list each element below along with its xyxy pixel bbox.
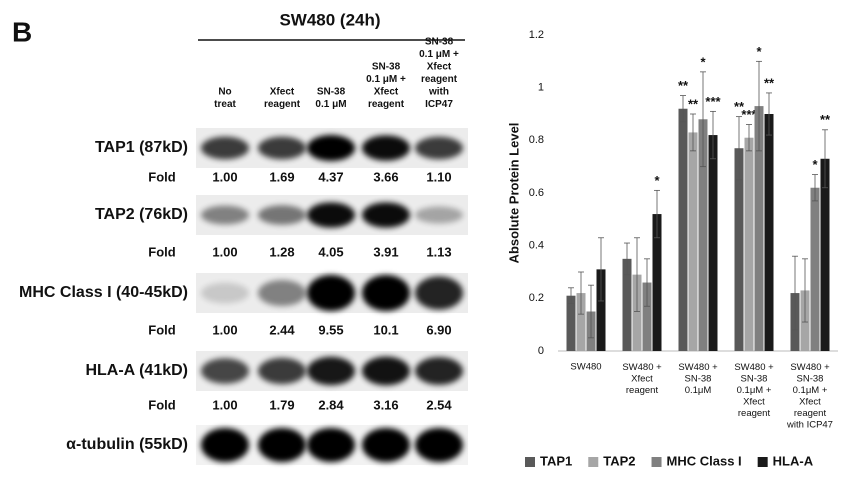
band — [362, 202, 410, 227]
significance: * — [756, 44, 762, 59]
fold-value: 1.00 — [212, 322, 237, 337]
panel-label: B — [12, 16, 32, 47]
fold-value: 6.90 — [426, 322, 451, 337]
figure: B SW480 (24h) Notreat Xfectreagent SN-380.… — [0, 0, 843, 481]
legend-swatch — [525, 457, 535, 467]
y-tick-label: 0.4 — [529, 240, 544, 252]
fold-value: 10.1 — [373, 322, 398, 337]
legend-swatch — [758, 457, 768, 467]
band — [258, 205, 306, 225]
fold-value: 1.13 — [426, 244, 451, 259]
band — [201, 283, 249, 304]
band — [415, 207, 463, 224]
band — [362, 275, 410, 311]
band — [307, 135, 355, 161]
fold-value: 1.00 — [212, 244, 237, 259]
legend-swatch — [652, 457, 662, 467]
significance: * — [812, 157, 818, 172]
band — [307, 202, 355, 227]
band — [258, 428, 306, 462]
significance: *** — [705, 94, 721, 109]
legend-label: TAP2 — [603, 453, 635, 468]
legend-label: MHC Class I — [667, 453, 742, 468]
y-tick-label: 0.8 — [529, 134, 544, 146]
band — [201, 137, 249, 160]
band — [415, 137, 463, 160]
x-tick-label: SW480 — [570, 362, 601, 373]
fold-value: 4.05 — [318, 244, 343, 259]
band — [307, 275, 355, 311]
y-tick-label: 1.2 — [529, 29, 544, 41]
fold-value: 1.00 — [212, 397, 237, 412]
significance: ** — [678, 78, 689, 93]
row-label: HLA-A (41kD) — [85, 362, 188, 379]
fold-value: 4.37 — [318, 169, 343, 184]
band — [362, 357, 410, 386]
fold-value: 3.91 — [373, 244, 398, 259]
fold-label: Fold — [148, 244, 175, 259]
band — [415, 357, 463, 385]
legend-label: TAP1 — [540, 453, 572, 468]
band — [201, 206, 249, 225]
fold-value: 1.00 — [212, 169, 237, 184]
band — [258, 358, 306, 384]
band — [307, 428, 355, 462]
legend-label: HLA-A — [773, 453, 814, 468]
bar — [679, 109, 688, 351]
band — [362, 135, 410, 160]
fold-value: 3.16 — [373, 397, 398, 412]
significance: ** — [688, 96, 699, 111]
fold-label: Fold — [148, 397, 175, 412]
band — [201, 428, 249, 462]
legend-swatch — [588, 457, 598, 467]
band — [258, 137, 306, 160]
blot-header: SW480 (24h) — [279, 10, 380, 29]
fold-value: 2.54 — [426, 397, 452, 412]
fold-value: 1.28 — [269, 244, 294, 259]
y-tick-label: 0 — [538, 345, 544, 357]
bar — [811, 188, 820, 351]
band — [307, 357, 355, 386]
y-tick-label: 0.6 — [529, 187, 544, 199]
significance: * — [654, 173, 660, 188]
fold-value: 1.10 — [426, 169, 451, 184]
significance: * — [700, 54, 706, 69]
bar — [745, 138, 754, 351]
fold-label: Fold — [148, 169, 175, 184]
bar — [765, 114, 774, 351]
fold-value: 1.79 — [269, 397, 294, 412]
row-label: TAP1 (87kD) — [95, 139, 188, 156]
band — [201, 358, 249, 384]
fold-value: 2.84 — [318, 397, 344, 412]
fold-value: 1.69 — [269, 169, 294, 184]
band — [415, 428, 463, 462]
bar — [709, 135, 718, 351]
fold-label: Fold — [148, 322, 175, 337]
y-tick-label: 0.2 — [529, 292, 544, 304]
fold-value: 9.55 — [318, 322, 343, 337]
bar — [689, 132, 698, 351]
y-tick-label: 1 — [538, 82, 544, 94]
significance: ** — [820, 112, 831, 127]
band — [362, 428, 410, 462]
row-label: α-tubulin (55kD) — [66, 436, 188, 453]
fold-value: 2.44 — [269, 322, 295, 337]
band — [258, 280, 306, 306]
band — [415, 276, 463, 309]
significance: ** — [764, 75, 775, 90]
row-label: TAP2 (76kD) — [95, 206, 188, 223]
fold-value: 3.66 — [373, 169, 398, 184]
row-label: MHC Class I (40-45kD) — [19, 284, 188, 301]
y-axis-label: Absolute Protein Level — [506, 123, 521, 264]
